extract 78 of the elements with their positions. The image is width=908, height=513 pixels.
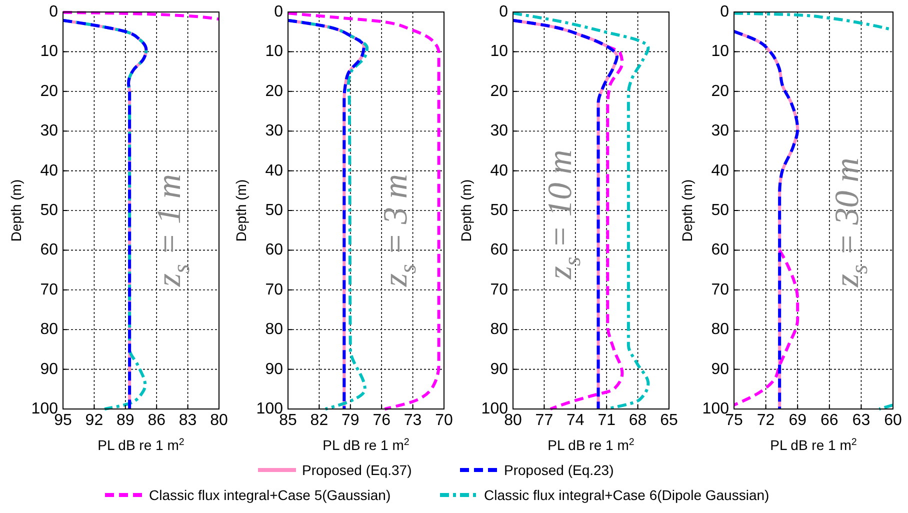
y-tick-label: 90 [265,360,284,378]
y-tick-label: 50 [40,202,58,219]
y-tick-label: 50 [265,202,284,219]
y-tick-label: 10 [40,43,58,60]
line-series [732,30,800,410]
x-tick-label: 71 [598,412,616,429]
y-tick-label: 30 [711,122,730,140]
y-axis-title: Depth (m) [679,179,695,242]
y-tick-label: 0 [720,4,730,20]
y-tick-label: 40 [40,162,58,180]
y-tick-label: 30 [490,122,508,140]
x-axis-title: PL dB re 1 m$^{2}$ [322,436,410,453]
y-tick-label: 80 [711,321,730,338]
x-tick-label: 65 [660,412,678,429]
x-tick-label: 80 [210,412,228,429]
y-tick-label: 40 [265,162,284,180]
y-tick-label: 20 [265,82,284,100]
y-tick-label: 50 [490,202,508,219]
x-tick-label: 76 [372,412,391,429]
y-tick-label: 50 [711,202,730,219]
x-tick-label: 66 [820,412,838,429]
y-tick-label: 0 [49,4,58,20]
legend-label: Proposed (Eq.37) [302,462,412,478]
x-tick-label: 72 [756,412,775,429]
y-tick-label: 90 [40,360,58,378]
line-series [62,10,220,21]
y-tick-label: 70 [265,281,284,298]
y-tick-label: 60 [265,242,284,259]
x-tick-label: 89 [116,412,134,429]
x-tick-label: 73 [404,412,422,429]
x-axis-title: PL dB re 1 m$^{2}$ [548,436,634,453]
y-tick-label: 60 [40,242,58,259]
x-tick-label: 77 [535,412,554,429]
x-tick-label: 74 [566,412,584,429]
y-tick-label: 90 [490,360,508,378]
legend-label: Classic flux integral+Case 5(Gaussian) [149,487,391,503]
x-tick-label: 79 [342,412,360,429]
y-tick-label: 90 [711,360,730,378]
x-tick-label: 86 [148,412,166,429]
legend-label: Classic flux integral+Case 6(Dipole Gaussian) [484,487,770,503]
x-axis-title: PL dB re 1 m$^{2}$ [770,436,857,453]
y-tick-label: 40 [711,162,730,180]
y-tick-label: 0 [274,4,284,20]
y-tick-label: 20 [40,82,58,100]
y-tick-label: 10 [265,43,284,60]
x-tick-label: 92 [85,412,104,429]
y-tick-label: 60 [490,242,508,259]
y-tick-label: 30 [265,122,284,140]
line-series [512,12,650,410]
y-tick-label: 70 [40,281,58,298]
y-tick-label: 80 [265,321,284,338]
y-axis-title: Depth (m) [8,179,24,242]
y-tick-label: 60 [711,242,730,259]
x-tick-label: 68 [628,412,647,429]
x-tick-label: 83 [178,412,197,429]
x-tick-label: 60 [884,412,902,429]
legend-label: Proposed (Eq.23) [504,462,614,478]
x-tick-label: 63 [852,412,870,429]
y-tick-label: 40 [490,162,508,180]
y-tick-label: 0 [499,4,508,20]
x-tick-label: 69 [788,412,807,429]
y-tick-label: 30 [40,122,58,140]
y-tick-label: 70 [711,281,730,298]
y-tick-label: 10 [490,43,508,60]
y-tick-label: 80 [40,321,58,338]
y-axis-title: Depth (m) [233,179,249,242]
y-tick-label: 70 [490,281,508,298]
line-series [286,12,440,410]
x-tick-label: 70 [435,412,453,429]
line-series [732,248,800,407]
y-axis-title: Depth (m) [458,179,474,242]
y-tick-label: 20 [711,82,730,100]
y-tick-label: 80 [490,321,508,338]
y-tick-label: 10 [711,43,730,60]
x-axis-title: PL dB re 1 m$^{2}$ [98,436,184,453]
y-tick-label: 100 [702,400,730,418]
x-tick-label: 82 [310,412,328,429]
y-tick-label: 20 [490,82,508,100]
